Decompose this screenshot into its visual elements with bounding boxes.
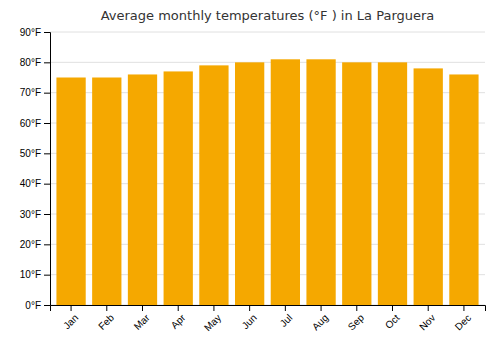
y-tick-line [44,123,50,124]
x-tick-label: May [202,312,223,333]
y-tick-line [44,62,50,63]
x-tick-label: Aug [310,312,330,332]
y-tick-label: 0°F [25,300,41,311]
y-tick-label: 80°F [20,57,41,68]
grid [50,32,485,305]
y-tick-label: 30°F [20,209,41,220]
x-tick-line [321,305,322,311]
bar [56,78,85,306]
x-tick-line [356,305,357,311]
y-tick: 70°F [20,87,50,98]
bar [128,74,157,305]
x-tick: May [202,305,223,333]
x-tick-label: Mar [132,312,152,332]
plot: 0°F 10°F 20°F 30°F 40°F 50°F 60°F 70°F 80°F 90°F J… [20,27,486,334]
y-tick-line [44,32,50,33]
x-tick: Mar [132,305,152,332]
grid-line [50,32,485,33]
x-tick-line [213,305,214,311]
y-tick-line [44,184,50,185]
x-tick-label: Nov [417,312,437,332]
bar [199,65,228,305]
y-tick-label: 40°F [20,178,41,189]
x-tick: Dec [453,305,473,332]
x-axis: Jan Feb Mar Apr May Jun Jul Aug Sep Oct Nov Dec [51,305,486,333]
x-tick: Feb [96,305,116,332]
y-axis: 0°F 10°F 20°F 30°F 40°F 50°F 60°F 70°F 80°F 90°F [20,27,51,311]
y-tick: 20°F [20,239,50,250]
x-tick-line [106,305,107,311]
x-tick: Oct [383,305,402,331]
x-tick: Apr [169,305,188,331]
grid-line [50,62,485,63]
y-tick-line [44,214,50,215]
y-tick-label: 70°F [20,87,41,98]
y-axis-line [44,33,51,306]
x-tick-label: Oct [383,312,402,331]
y-tick-label: 50°F [20,148,41,159]
bar [92,78,121,306]
x-tick-line [428,305,429,311]
x-axis-line [51,306,486,312]
bar [235,62,264,305]
y-tick-label: 60°F [20,118,41,129]
chart: 0°F 10°F 20°F 30°F 40°F 50°F 60°F 70°F 80°F 90°F J… [0,0,500,350]
title: Average monthly temperatures (°F ) in La… [101,8,435,23]
x-tick: Jan [61,305,80,331]
y-tick-line [44,275,50,276]
y-tick: 0°F [25,300,50,311]
bar [449,74,478,305]
x-tick-line [178,305,179,311]
y-tick-line [44,305,50,306]
y-tick: 30°F [20,209,50,220]
bar [378,62,407,305]
y-tick: 90°F [20,27,50,38]
y-tick-label: 90°F [20,27,41,38]
x-tick-label: Jan [61,312,80,331]
bar [342,62,371,305]
bars [56,59,478,305]
bar [306,59,335,305]
y-tick-line [44,244,50,245]
y-tick: 60°F [20,118,50,129]
x-tick-label: Jun [240,312,259,331]
x-tick-line [392,305,393,311]
x-tick-line [285,305,286,311]
x-tick: Sep [346,305,367,332]
bar [164,71,193,305]
bar [414,68,443,305]
y-tick: 50°F [20,148,50,159]
y-tick-label: 20°F [20,239,41,250]
y-tick: 80°F [20,57,50,68]
x-tick-label: Feb [96,312,116,332]
x-tick-label: Apr [169,312,188,331]
y-tick-line [44,153,50,154]
y-tick-line [44,93,50,94]
x-tick-label: Jul [278,312,295,329]
x-tick: Nov [417,305,437,332]
x-tick-line [71,305,72,311]
x-tick-line [249,305,250,311]
chart-container: 0°F 10°F 20°F 30°F 40°F 50°F 60°F 70°F 80°F 90°F J… [0,0,500,350]
y-tick: 10°F [20,269,50,280]
x-tick: Jul [278,305,295,329]
y-tick: 40°F [20,178,50,189]
x-tick: Aug [310,305,330,332]
x-tick-label: Dec [453,312,473,332]
y-tick-label: 10°F [20,269,41,280]
bar [271,59,300,305]
x-tick-line [142,305,143,311]
x-tick-label: Sep [346,312,367,333]
x-tick-line [463,305,464,311]
x-tick: Jun [240,305,259,331]
